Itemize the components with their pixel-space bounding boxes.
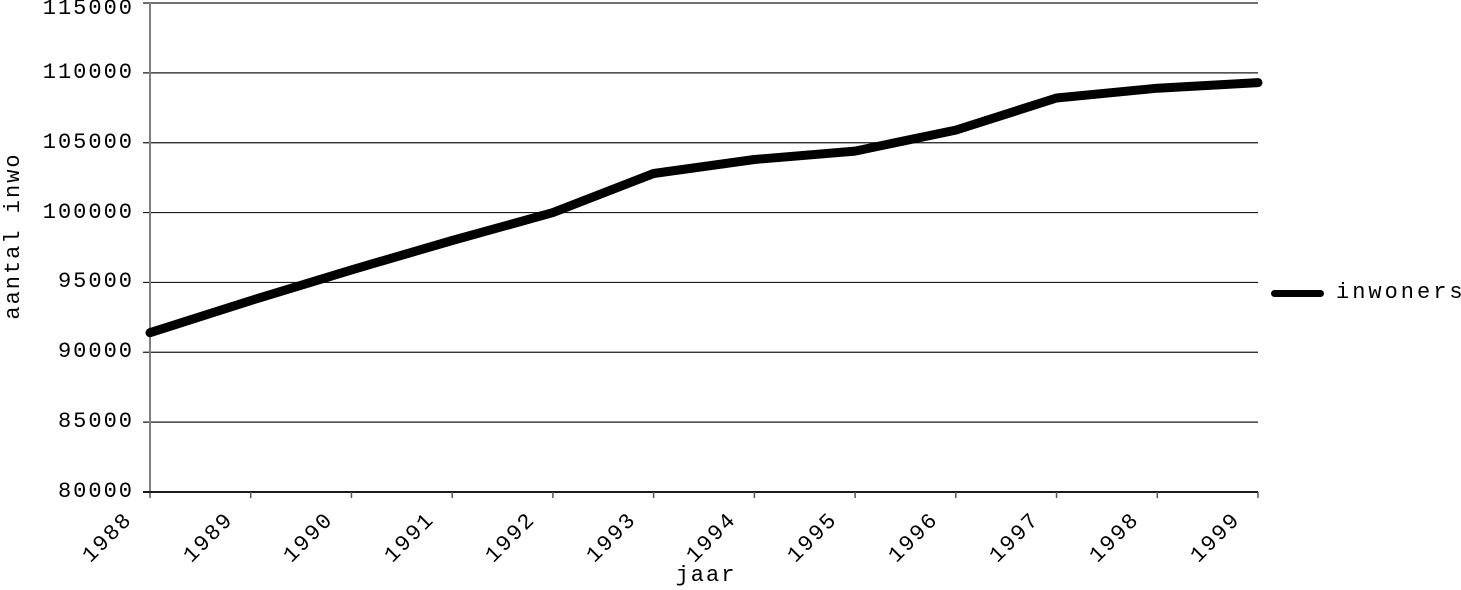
y-axis-title: aantal inwo: [1, 152, 26, 320]
y-tick-label: 100000: [42, 199, 134, 225]
y-tick-label: 105000: [42, 129, 134, 155]
y-tick-label: 90000: [57, 339, 134, 365]
y-tick-label: 115000: [42, 0, 134, 21]
legend-line-marker: [1271, 289, 1324, 297]
y-tick-label: 110000: [42, 59, 134, 85]
y-tick-label: 85000: [57, 409, 134, 435]
y-tick-label: 95000: [57, 269, 134, 295]
x-axis-title: jaar: [675, 563, 737, 588]
legend-series-label: inwoners: [1336, 280, 1461, 305]
legend: inwoners: [1271, 282, 1461, 304]
series-line-inwoners: [145, 78, 1263, 338]
y-tick-label: 80000: [57, 479, 134, 504]
